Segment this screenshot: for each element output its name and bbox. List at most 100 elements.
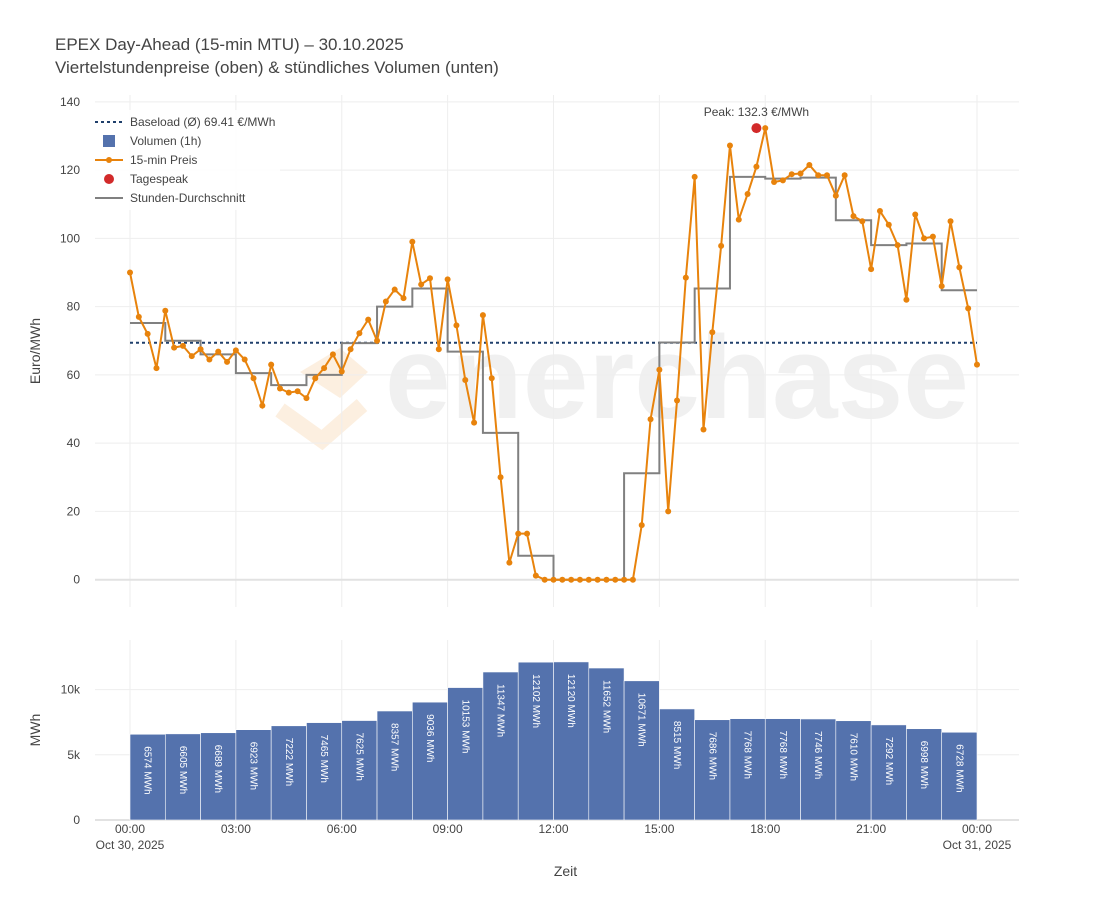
volume-bar-label: 6574 MWh <box>142 746 153 794</box>
price-point <box>418 281 425 288</box>
price-point <box>718 242 725 249</box>
volume-bar-label: 7465 MWh <box>318 735 329 783</box>
price-point <box>885 221 892 228</box>
volume-bar-label: 7686 MWh <box>706 732 717 780</box>
volume-bar-label: 7292 MWh <box>883 737 894 785</box>
volume-bar-label: 7746 MWh <box>812 731 823 779</box>
price-point <box>638 522 645 529</box>
price-point <box>656 366 663 373</box>
price-point <box>938 283 945 290</box>
volume-bar-label: 12120 MWh <box>565 674 576 728</box>
legend-symbol-price-marker <box>106 157 112 163</box>
price-point <box>965 305 972 312</box>
price-point <box>541 576 548 583</box>
price-point <box>929 233 936 240</box>
price-point <box>859 218 866 225</box>
volume-bar-label: 6689 MWh <box>212 745 223 793</box>
price-point <box>329 351 336 358</box>
y-tick-label: 10k <box>61 683 81 697</box>
price-point <box>285 389 292 396</box>
price-point <box>294 388 301 395</box>
volume-bar <box>129 733 166 821</box>
x-tick-date: Oct 30, 2025 <box>96 838 165 852</box>
volume-bar-label: 8357 MWh <box>389 723 400 771</box>
y-tick-label: 0 <box>73 813 80 827</box>
price-point <box>682 274 689 281</box>
volume-bar-label: 7222 MWh <box>283 738 294 786</box>
legend-item-label: Tagespeak <box>130 172 189 186</box>
price-point <box>956 264 963 271</box>
volume-bar-label: 7768 MWh <box>742 731 753 779</box>
y-tick-label: 120 <box>60 163 80 177</box>
volume-bar <box>941 731 978 821</box>
price-point <box>179 342 186 349</box>
x-tick-date: Oct 31, 2025 <box>943 838 1012 852</box>
chart-title: EPEX Day-Ahead (15-min MTU) – 30.10.2025 <box>55 35 404 54</box>
watermark-logo-icon <box>275 348 368 451</box>
price-lines: Peak: 132.3 €/MWh <box>127 105 980 583</box>
chart-subtitle: Viertelstundenpreise (oben) & stündliche… <box>55 58 499 77</box>
x-tick-label: 12:00 <box>538 822 568 836</box>
volume-bar <box>306 722 343 821</box>
volume-bar <box>200 732 237 821</box>
price-point <box>400 295 407 302</box>
volume-bar <box>341 720 378 821</box>
price-point <box>462 377 469 384</box>
price-point <box>788 171 795 178</box>
price-point <box>629 576 636 583</box>
price-point <box>453 322 460 329</box>
price-point <box>921 235 928 242</box>
price-point <box>215 348 222 355</box>
legend-symbol-peak <box>104 174 114 184</box>
price-point <box>365 316 372 323</box>
volume-bar-label: 9036 MWh <box>424 714 435 762</box>
y-tick-label: 100 <box>60 231 80 245</box>
volume-bar <box>517 661 554 821</box>
price-point <box>647 416 654 423</box>
price-point <box>568 576 575 583</box>
price-point <box>621 576 628 583</box>
volume-bar-label: 7768 MWh <box>777 731 788 779</box>
legend-item-label: 15-min Preis <box>130 153 197 167</box>
legend-item-label: Baseload (Ø) 69.41 €/MWh <box>130 115 275 129</box>
volume-bar <box>694 719 731 821</box>
x-tick-label: 15:00 <box>644 822 674 836</box>
price-point <box>771 179 778 186</box>
legend-symbol-volume <box>103 135 115 147</box>
price-point <box>162 307 169 314</box>
price-point <box>735 216 742 223</box>
price-point <box>232 347 239 354</box>
price-point <box>444 276 451 283</box>
price-point <box>197 346 204 353</box>
volume-bars: 6574 MWh 6605 MWh 6689 MWh 6923 MWh 7222 MWh… <box>129 661 978 821</box>
x-tick-label: 03:00 <box>221 822 251 836</box>
price-point <box>594 576 601 583</box>
volume-bar-label: 7625 MWh <box>353 733 364 781</box>
price-point <box>850 213 857 220</box>
price-point <box>726 142 733 149</box>
price-point <box>806 161 813 168</box>
y-tick-label: 80 <box>67 300 81 314</box>
price-point <box>524 530 531 537</box>
price-point <box>506 559 513 566</box>
y-tick-label: 5k <box>67 748 81 762</box>
price-point <box>479 312 486 319</box>
volume-bar <box>482 671 519 821</box>
price-point <box>276 385 283 392</box>
volume-bar-label: 6728 MWh <box>953 744 964 792</box>
price-point <box>559 576 566 583</box>
volume-bar-label: 11347 MWh <box>495 684 506 737</box>
x-tick-label: 00:00 <box>115 822 145 836</box>
volume-bar <box>164 733 201 821</box>
hourly-average-line <box>130 175 977 581</box>
volume-bar-label: 6998 MWh <box>918 741 929 789</box>
price-point <box>435 346 442 353</box>
price-point <box>356 330 363 337</box>
price-point <box>303 395 310 402</box>
price-point <box>762 125 769 132</box>
price-point <box>815 172 822 179</box>
price-point <box>532 572 539 579</box>
price-point <box>374 337 381 344</box>
volume-bar <box>729 718 766 821</box>
volume-bar-label: 8515 MWh <box>671 721 682 769</box>
